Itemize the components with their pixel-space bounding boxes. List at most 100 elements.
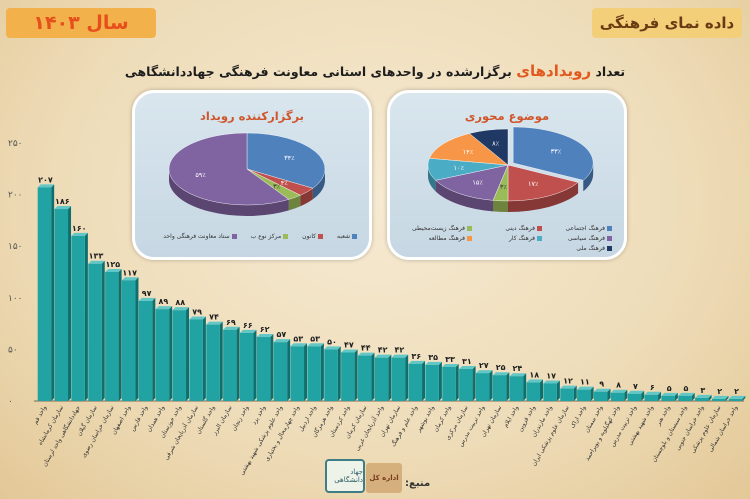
main-title-before: تعداد [591,64,626,79]
bar-top [560,385,577,389]
bar-side [51,184,55,401]
bar-top [543,380,560,384]
bar-value-label: ۵ [684,384,689,393]
pie-slice [512,126,594,181]
bar-value-label: ۳۶ [411,352,421,361]
bar-value-label: ۱۲ [563,377,573,386]
bar-value-label: ۲ [734,387,739,396]
bar-side [691,392,695,401]
bar-side [725,395,729,401]
legend-swatch-1 [537,226,542,231]
bar-top [189,316,206,320]
cultural-office-logo: اداره کل [366,463,402,493]
bar [374,357,389,401]
bar-side [101,260,105,401]
bar [155,309,170,401]
bar-side [607,388,611,401]
y-tick-label: ۲۵۰ [8,139,23,149]
bar-value-label: ۴۷ [344,340,354,349]
bar-value-label: ۳۵ [428,353,438,362]
pie-side [428,165,436,192]
bar [711,398,726,401]
x-tick-label: واحد ایلام [502,404,520,428]
pie-label: ۳٪ [500,183,507,191]
x-tick-label: واحد هنر [655,404,672,427]
source-label: منبع: [405,478,431,489]
pie-label: ۳۳٪ [551,148,562,156]
bar [543,383,557,401]
bar [256,337,271,401]
bar-value-label: ۲۷ [479,361,489,370]
bar-top [711,395,729,399]
bar-side [84,232,88,401]
bar-value-label: ۸۹ [159,297,169,306]
bar-value-label: ۶۶ [243,321,253,330]
main-title-after: برگزارشده در واحدهای استانی معاونت فرهنگ… [124,64,517,79]
bar [290,346,305,401]
bar-side [674,392,678,401]
bar-value-label: ۴۲ [378,346,388,355]
pie-label: ۸٪ [492,139,499,147]
bar [88,263,102,401]
bar [138,300,153,401]
bar [54,209,69,401]
bar [728,398,743,401]
bar [678,395,692,401]
bar [239,332,254,401]
pie-side [583,162,594,192]
bar [509,376,524,401]
bar-side [742,395,746,401]
bar-side [354,349,358,401]
y-tick-label: ۱۰۰ [8,294,23,304]
pie-label: ۳٪ [273,183,280,191]
bar [189,319,203,401]
pie-label: ۱۵٪ [472,179,483,187]
bar [408,363,423,401]
legend-swatch-1 [318,234,324,239]
x-tick-label: واحد قم [32,404,48,425]
x-tick-label: واحد اراک [568,404,587,430]
pie-side [288,195,301,211]
bar-top [408,360,426,364]
bar [206,324,220,401]
bar-top [290,343,308,347]
bar-value-label: ۶ [650,383,655,392]
organizer-legend: شعبه کانون مرکز نوع ب ستاد معاونت فرهنگی… [147,233,357,243]
bar-side [556,380,560,401]
legend-swatch-0 [607,226,612,231]
bar [442,366,456,401]
legend-label-0: شعبه [337,233,350,240]
legend-item-1: کانون [302,233,324,240]
bar [593,391,608,401]
series-title: داده نمای فرهنگی [592,8,742,38]
bar-value-label: ۵۷ [277,330,287,339]
bar-value-label: ۶۲ [260,325,270,334]
bar-value-label: ۵ [667,384,672,393]
legend-label-4: فرهنگ کار [508,235,535,242]
bar [526,382,541,401]
bar-side [641,390,645,401]
bar-side [658,391,662,401]
y-tick-label: ۱۵۰ [8,242,23,252]
bar-top [307,343,324,347]
bar-side [624,389,628,401]
bar-top [728,395,746,399]
bar [172,310,187,401]
legend-item-3: فرهنگ سیاسی [542,235,612,242]
bar-top [273,339,291,343]
x-tick-label: واحد یزد [251,404,268,426]
bar-top [644,391,662,395]
bar-side [523,373,527,401]
y-tick-label: ۰ [8,397,13,407]
bar-top [391,354,409,358]
bar [695,397,709,401]
legend-swatch-2 [283,234,289,239]
pie-slice [429,133,509,166]
legend-item-4: فرهنگ کار [472,235,542,242]
legend-item-1: فرهنگ دینی [472,225,542,232]
bar [560,388,574,401]
bar-value-label: ۳۳ [445,355,455,364]
bar [324,349,338,401]
legend-item-2: مرکز نوع ب [251,233,289,240]
